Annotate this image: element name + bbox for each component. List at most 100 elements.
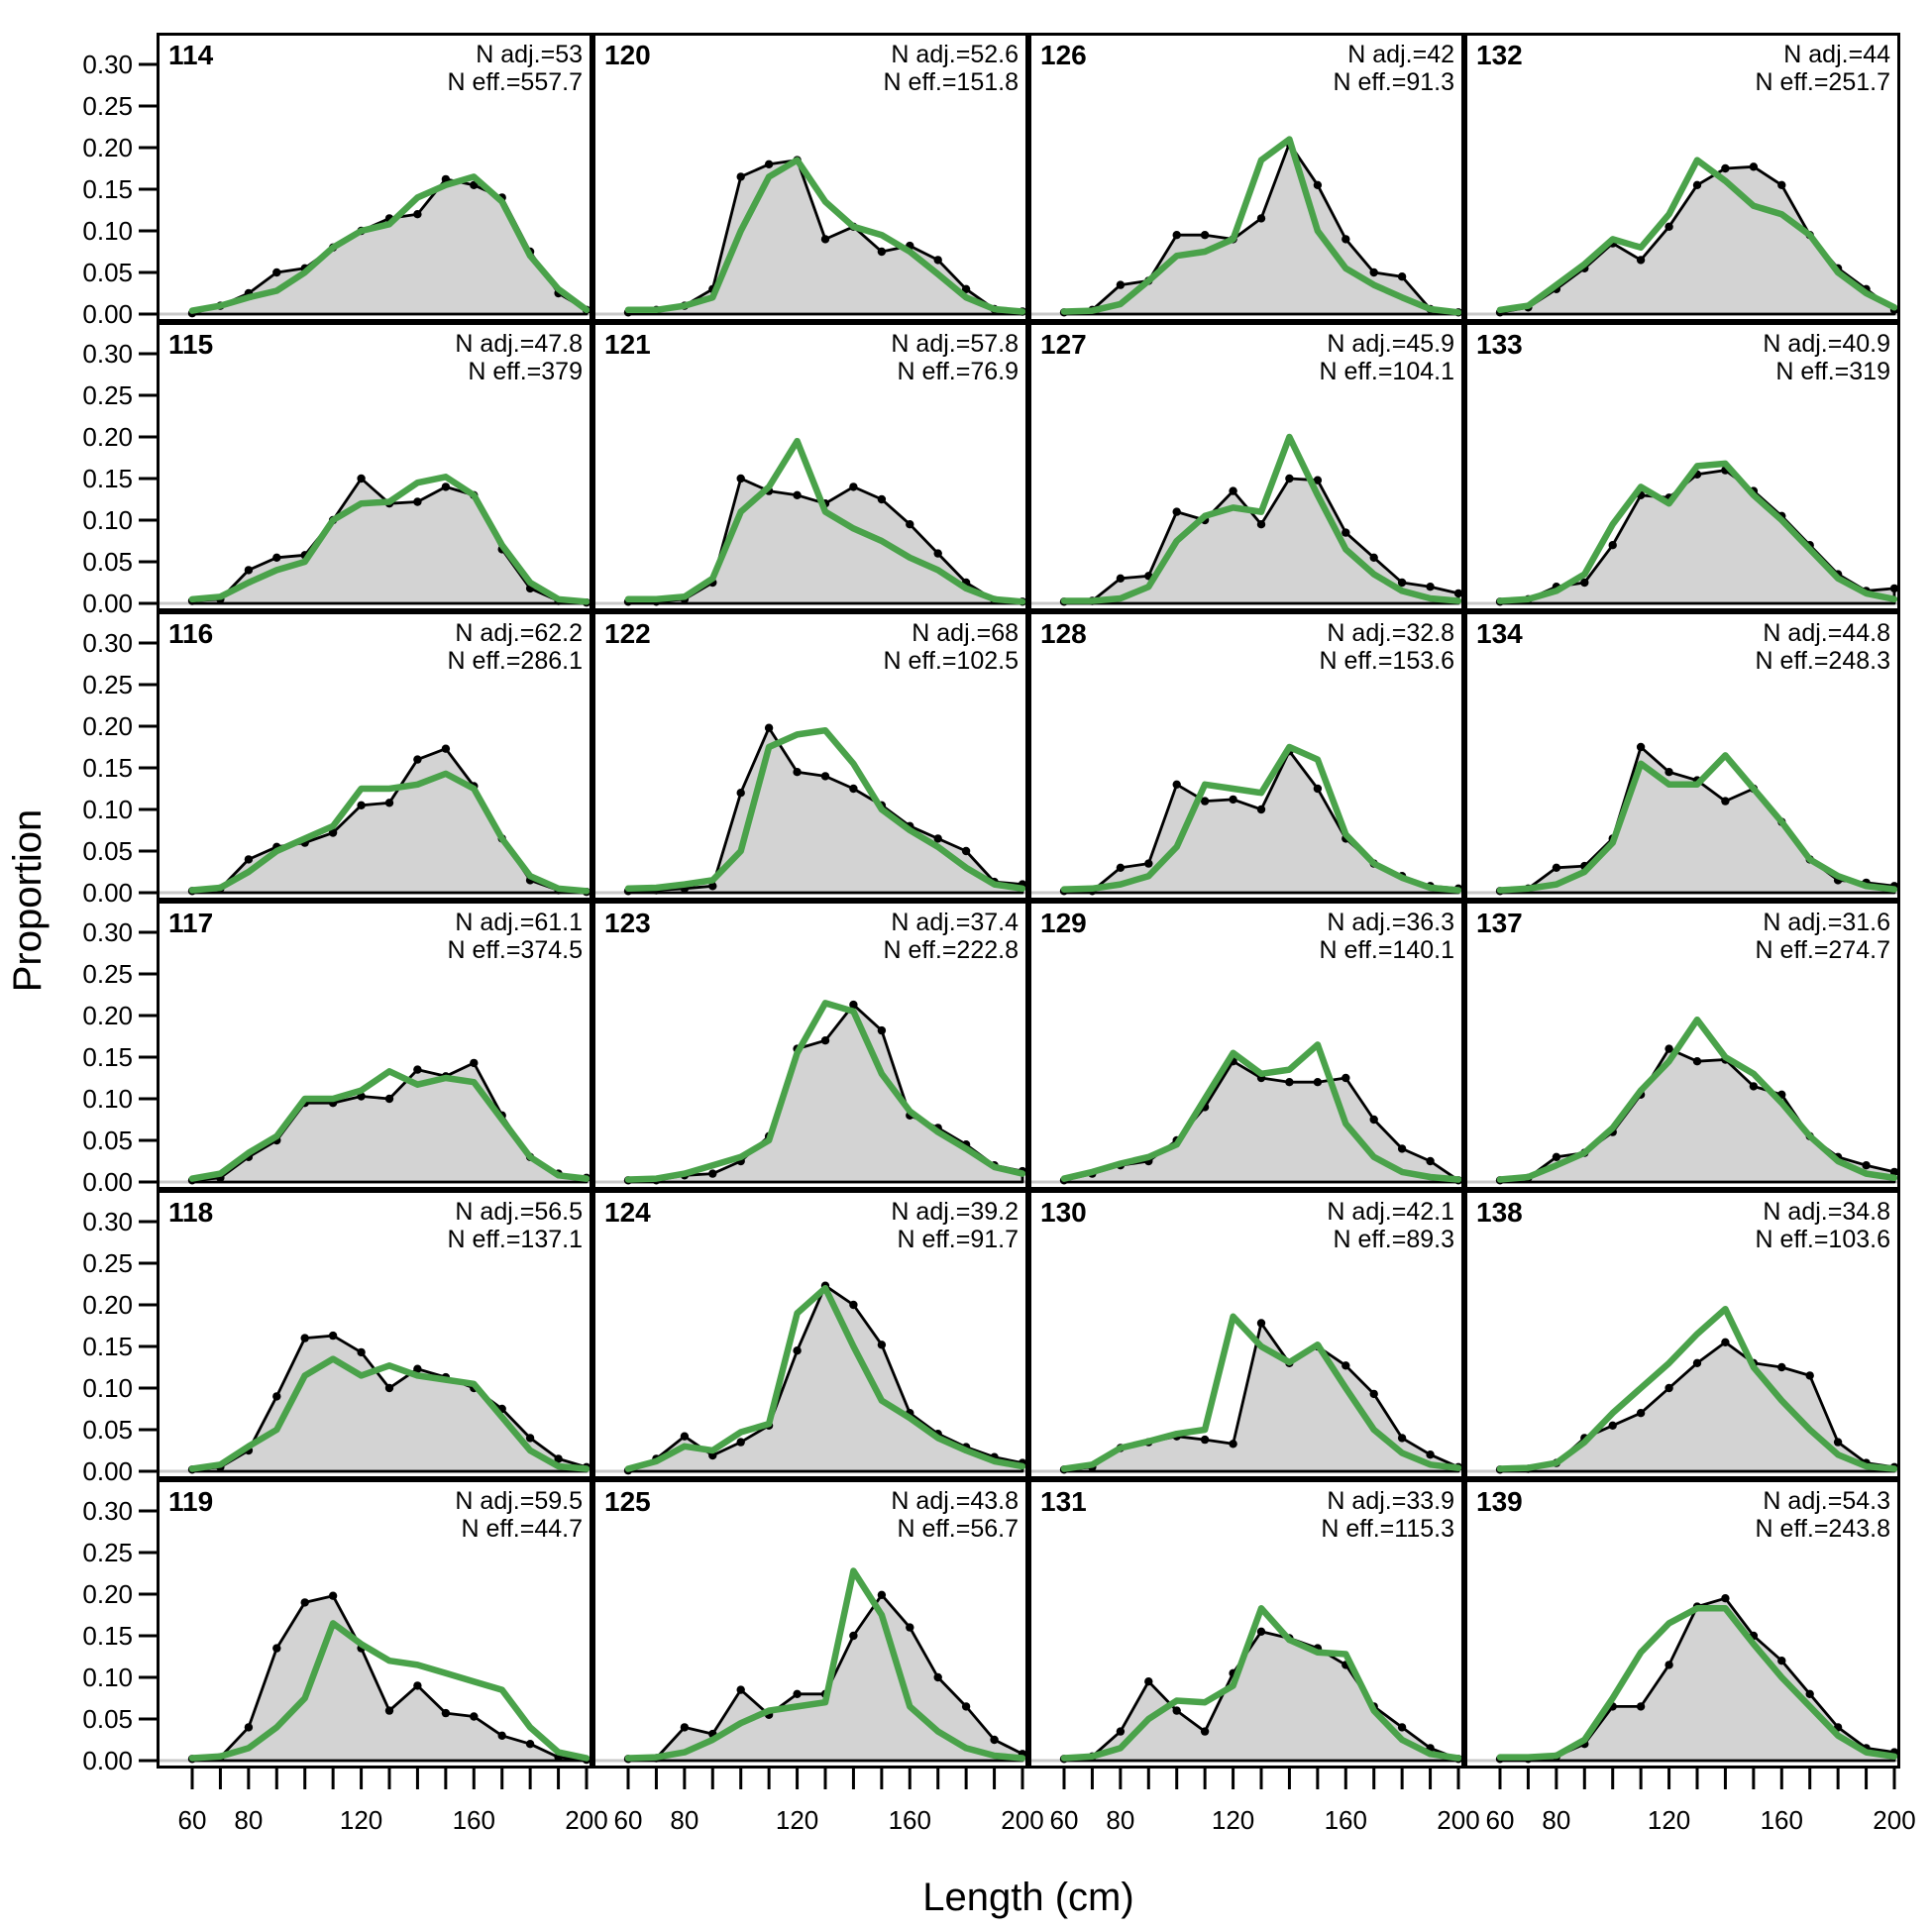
x-tick-label: 160 <box>1760 1805 1803 1835</box>
panel-id-label: 117 <box>168 908 214 938</box>
observed-point <box>1636 742 1646 752</box>
panel-border <box>592 322 1028 611</box>
observed-point <box>990 1735 999 1745</box>
y-tick-label: 0.20 <box>82 1290 133 1320</box>
observed-point <box>933 256 942 265</box>
panel-annotation: N adj.=45.9 N eff.=104.1 <box>1028 330 1454 385</box>
observed-point <box>1369 553 1378 562</box>
observed-point <box>877 1590 887 1599</box>
observed-point <box>1256 214 1266 223</box>
panel-124-plot <box>592 1190 1028 1479</box>
observed-point <box>1805 1371 1814 1380</box>
y-tick-label: 0.15 <box>82 753 133 783</box>
panel-130-plot <box>1028 1190 1464 1479</box>
x-tick-label: 160 <box>452 1805 495 1835</box>
y-tick-label: 0.00 <box>82 878 133 908</box>
observed-point <box>1116 574 1126 583</box>
observed-point <box>1664 1661 1673 1669</box>
observed-point <box>736 789 745 798</box>
observed-point <box>736 172 745 181</box>
panel-133-plot <box>1464 322 1900 611</box>
panel-annotation: N adj.=59.5 N eff.=44.7 <box>157 1487 583 1543</box>
observed-point <box>1397 1144 1407 1153</box>
observed-point <box>1313 180 1323 189</box>
observed-point <box>1636 1702 1646 1711</box>
n-eff-label: N eff.=243.8 <box>1755 1515 1890 1543</box>
observed-point <box>1721 797 1730 805</box>
panel-id-label: 139 <box>1476 1486 1523 1517</box>
observed-area <box>190 1061 589 1184</box>
observed-area <box>626 1003 1024 1184</box>
predicted-line <box>1496 157 1898 314</box>
y-tick-label: 0.10 <box>82 795 133 824</box>
observed-point <box>680 1432 690 1441</box>
observed-point <box>470 1712 479 1721</box>
observed-point <box>736 474 745 483</box>
n-eff-label: N eff.=104.1 <box>1319 358 1454 385</box>
n-eff-label: N eff.=374.5 <box>447 936 583 964</box>
observed-point <box>877 1341 887 1349</box>
predicted-line <box>1496 1605 1898 1761</box>
predicted-line <box>188 173 590 314</box>
panel-border <box>592 33 1028 322</box>
observed-point <box>1721 163 1730 173</box>
panel-116-plot <box>157 611 592 901</box>
panel-annotation: N adj.=39.2 N eff.=91.7 <box>592 1198 1019 1253</box>
y-tick-label: 0.10 <box>82 216 133 246</box>
panel-id-label: 132 <box>1476 40 1523 70</box>
observed-point <box>1777 1657 1786 1665</box>
panel-border <box>592 611 1028 901</box>
n-eff-label: N eff.=91.7 <box>897 1226 1019 1253</box>
predicted-line <box>188 1620 590 1762</box>
observed-point <box>1889 1167 1899 1177</box>
observed-point <box>680 1723 690 1732</box>
n-adj-label: N adj.=44 <box>1783 41 1890 68</box>
y-tick-label: 0.10 <box>82 1663 133 1692</box>
observed-point <box>1285 1078 1294 1087</box>
panel-annotation: N adj.=31.6 N eff.=274.7 <box>1464 909 1890 964</box>
observed-point <box>328 828 338 837</box>
observed-point <box>877 494 887 504</box>
panel-id-label: 122 <box>604 618 651 649</box>
n-adj-label: N adj.=44.8 <box>1763 619 1890 647</box>
observed-point <box>1749 162 1759 171</box>
n-eff-label: N eff.=557.7 <box>447 68 583 96</box>
panel-border <box>157 33 592 322</box>
observed-point <box>820 772 830 781</box>
observed-point <box>300 1598 309 1607</box>
panel-id-label: 125 <box>604 1486 651 1517</box>
y-tick-label: 0.25 <box>82 1248 133 1278</box>
x-axis-title: Length (cm) <box>922 1876 1134 1919</box>
predicted-line <box>1496 752 1898 894</box>
observed-point <box>244 855 254 864</box>
observed-point <box>1369 1389 1378 1399</box>
observed-point <box>1664 1383 1673 1393</box>
panel-119-plot <box>157 1479 592 1769</box>
y-tick-label: 0.20 <box>82 711 133 741</box>
panel-border <box>1028 33 1464 322</box>
panel-annotation: N adj.=34.8 N eff.=103.6 <box>1464 1198 1890 1253</box>
panel-121-plot <box>592 322 1028 611</box>
observed-area <box>626 1593 1024 1763</box>
y-tick-label: 0.30 <box>82 1496 133 1526</box>
n-eff-label: N eff.=251.7 <box>1755 68 1890 96</box>
n-eff-label: N eff.=151.8 <box>883 68 1019 96</box>
x-tick-label: 60 <box>1049 1805 1079 1835</box>
observed-point <box>441 744 451 753</box>
panel-138-plot <box>1464 1190 1900 1479</box>
observed-point <box>328 1591 338 1600</box>
predicted-line <box>1060 1605 1462 1762</box>
n-adj-label: N adj.=52.6 <box>891 41 1019 68</box>
observed-point <box>1426 1450 1435 1459</box>
observed-point <box>793 1689 802 1698</box>
observed-point <box>1144 859 1153 868</box>
observed-point <box>1453 589 1463 598</box>
panel-132-plot <box>1464 33 1900 322</box>
n-eff-label: N eff.=222.8 <box>883 936 1019 964</box>
n-adj-label: N adj.=56.5 <box>455 1198 583 1226</box>
x-tick-label: 80 <box>670 1805 699 1835</box>
panel-126-plot <box>1028 33 1464 322</box>
panel-border <box>1464 1479 1900 1769</box>
observed-point <box>1116 1727 1126 1736</box>
x-tick-label: 120 <box>775 1805 819 1835</box>
